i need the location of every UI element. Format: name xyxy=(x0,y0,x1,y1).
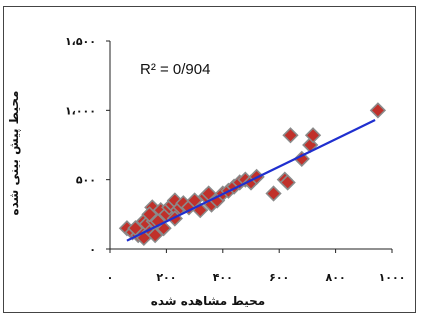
y-tick-label: ۱،۰۰۰ xyxy=(65,104,96,117)
x-tick-label: ۰ xyxy=(107,271,114,284)
x-tick-label: ۶۰۰ xyxy=(269,271,289,284)
x-axis-title: محیط مشاهده شده xyxy=(151,294,265,308)
data-point xyxy=(127,220,144,237)
y-tick-label: ۱،۵۰۰ xyxy=(65,35,96,48)
trendline xyxy=(126,119,376,242)
tick-labels: ۰ ۵۰۰ ۱،۰۰۰ ۱،۵۰۰ ۰ ۲۰۰ ۴۰۰ ۶۰۰ ۸۰۰ ۱۰۰۰ xyxy=(65,35,405,284)
data-point xyxy=(265,185,282,202)
data-point xyxy=(282,127,299,144)
chart-frame: ۰ ۵۰۰ ۱،۰۰۰ ۱،۵۰۰ ۰ ۲۰۰ ۴۰۰ ۶۰۰ ۸۰۰ ۱۰۰۰ R² = 0/9… xyxy=(3,6,416,313)
scatter-chart: ۰ ۵۰۰ ۱،۰۰۰ ۱،۵۰۰ ۰ ۲۰۰ ۴۰۰ ۶۰۰ ۸۰۰ ۱۰۰۰ R² = 0/9… xyxy=(7,35,405,308)
data-point xyxy=(293,150,310,167)
x-tick-label: ۲۰۰ xyxy=(156,271,176,284)
data-point xyxy=(146,227,164,244)
axes xyxy=(106,40,393,253)
x-tick-label: ۴۰۰ xyxy=(213,271,233,284)
r-squared-annotation: R² = 0/904 xyxy=(140,61,210,78)
y-axis-title: محیط پیش بینی شده xyxy=(7,91,21,216)
y-tick-label: ۵۰۰ xyxy=(76,174,96,187)
y-tick-label: ۰ xyxy=(89,243,96,256)
data-point xyxy=(369,102,387,119)
data-point xyxy=(141,206,158,223)
trendline-group xyxy=(126,119,376,242)
x-tick-label: ۱۰۰۰ xyxy=(379,271,406,284)
x-tick-label: ۸۰۰ xyxy=(326,271,346,284)
data-point xyxy=(279,174,296,191)
data-point xyxy=(304,127,322,144)
